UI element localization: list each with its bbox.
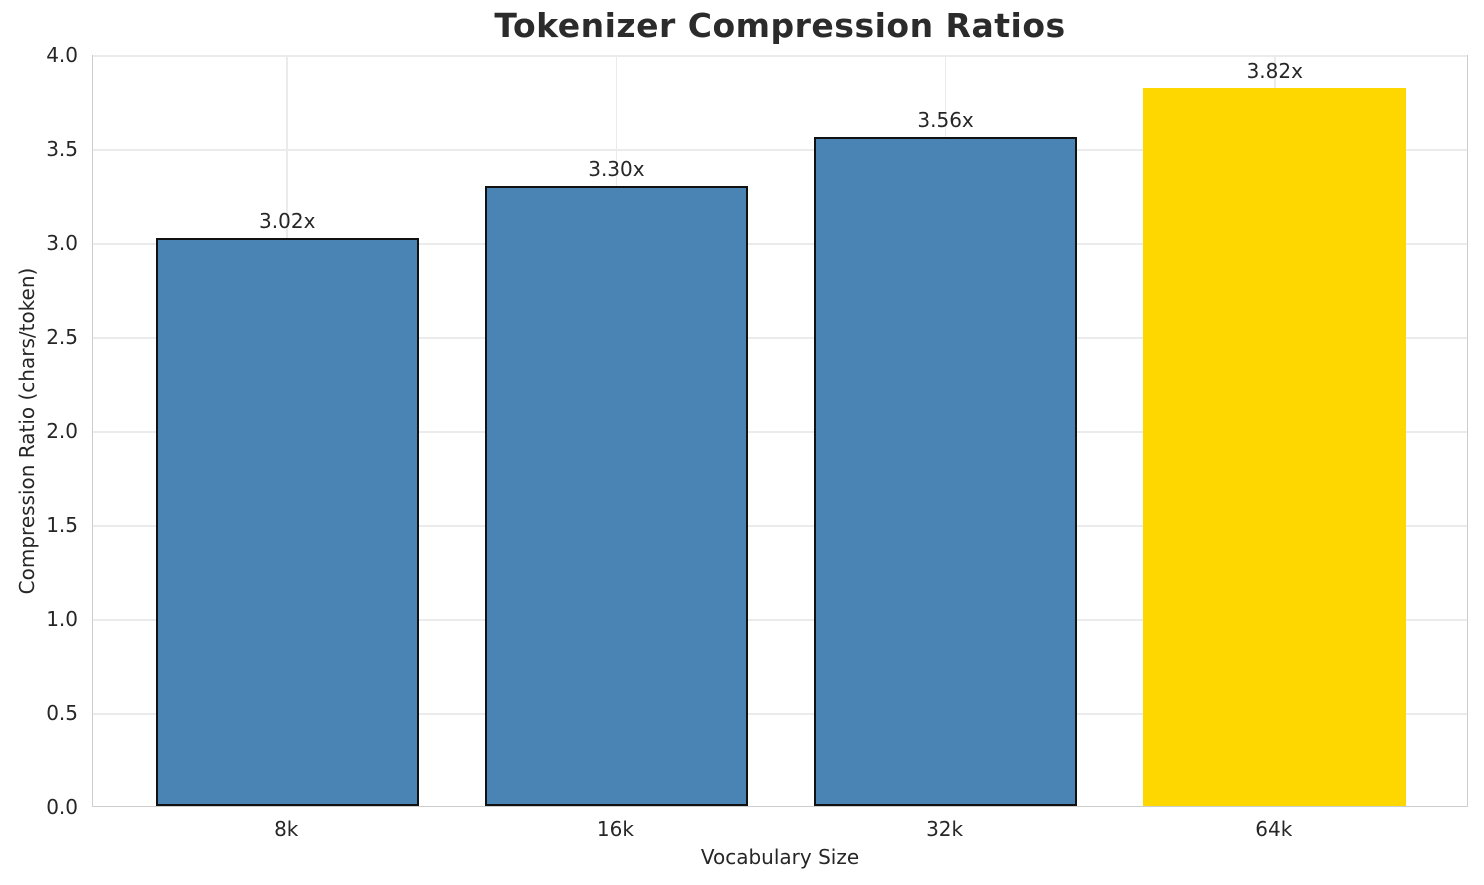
bar-value-label: 3.30x	[588, 156, 645, 181]
bar-64k	[1143, 87, 1407, 806]
y-tick-label: 2.5	[46, 325, 78, 349]
y-tick-label: 1.0	[46, 607, 78, 631]
chart-title: Tokenizer Compression Ratios	[494, 6, 1066, 45]
gridline-horizontal	[93, 55, 1467, 57]
gridline-horizontal	[93, 525, 1467, 527]
bar-value-label: 3.02x	[259, 209, 316, 234]
gridline-horizontal	[93, 337, 1467, 339]
bar-16k	[484, 185, 749, 806]
y-tick-label: 3.0	[46, 231, 78, 255]
bar-value-label: 3.56x	[917, 107, 974, 132]
bar-8k	[155, 238, 419, 806]
x-tick-label: 16k	[596, 817, 634, 841]
x-tick-label: 8k	[274, 817, 299, 841]
y-tick-label: 4.0	[46, 43, 78, 67]
y-tick-label: 1.5	[46, 513, 78, 537]
bar-value-label: 3.82x	[1246, 58, 1303, 83]
y-tick-label: 3.5	[46, 137, 78, 161]
gridline-horizontal	[93, 243, 1467, 245]
x-tick-label: 64k	[1255, 817, 1293, 841]
y-tick-label: 0.5	[46, 701, 78, 725]
bar-32k	[813, 136, 1078, 806]
gridline-horizontal	[93, 149, 1467, 151]
y-tick-label: 2.0	[46, 419, 78, 443]
x-tick-label: 32k	[926, 817, 964, 841]
y-tick-label: 0.0	[46, 795, 78, 819]
gridline-horizontal	[93, 713, 1467, 715]
plot-area: 3.02x 3.30x 3.56x 3.82x	[92, 55, 1468, 807]
gridline-horizontal	[93, 431, 1467, 433]
gridline-horizontal	[93, 619, 1467, 621]
x-axis-label: Vocabulary Size	[700, 845, 860, 869]
